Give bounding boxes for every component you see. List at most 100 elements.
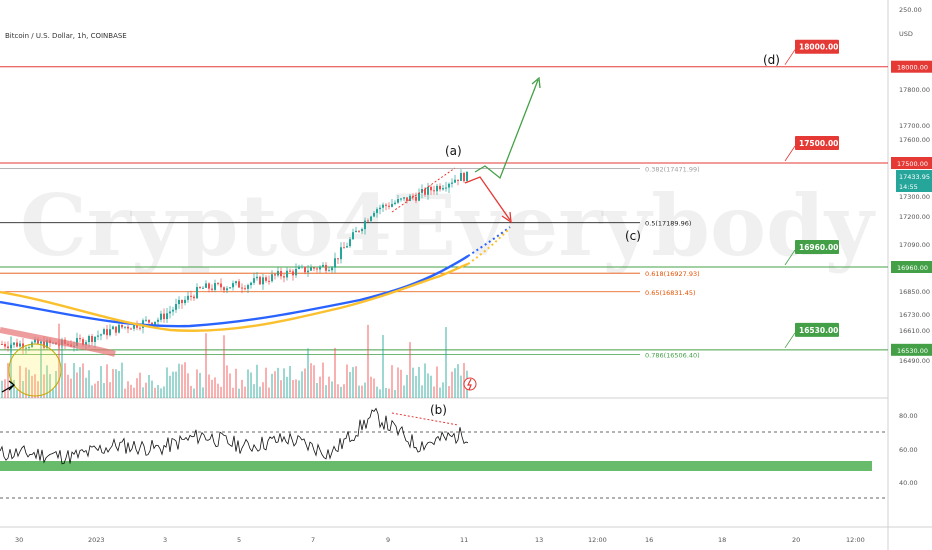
- volume-bar: [229, 373, 231, 398]
- volume-bar: [16, 389, 18, 398]
- candle-body: [214, 283, 216, 290]
- candle-body: [196, 287, 198, 299]
- candle-body: [175, 304, 177, 310]
- candle-body: [313, 267, 315, 269]
- level-callout-label: 18000.00: [799, 43, 838, 52]
- candle-body: [370, 216, 372, 221]
- candle-body: [325, 264, 327, 271]
- volume-bar: [19, 365, 21, 398]
- candle-body: [409, 195, 411, 201]
- candle-body: [82, 339, 84, 346]
- volume-bar: [442, 382, 444, 398]
- candle-body: [172, 309, 174, 312]
- volume-bar: [4, 379, 6, 398]
- volume-bar: [187, 373, 189, 398]
- candle-body: [415, 197, 417, 201]
- candle-body: [298, 267, 300, 269]
- volume-bar: [34, 374, 36, 398]
- candle-body: [391, 203, 393, 207]
- candle-body: [343, 247, 345, 249]
- volume-bar: [7, 363, 9, 398]
- candle-body: [436, 185, 438, 192]
- volume-bar: [67, 374, 69, 398]
- volume-bar: [457, 364, 459, 398]
- flash-icon[interactable]: [463, 377, 477, 391]
- candle-body: [232, 283, 234, 288]
- level-callout-box[interactable]: [795, 39, 839, 54]
- volume-bar: [226, 365, 228, 398]
- candle-body: [334, 258, 336, 268]
- volume-bar: [184, 362, 186, 398]
- bearish-arrowhead: [501, 211, 512, 224]
- candle-body: [76, 338, 78, 346]
- volume-bar: [304, 368, 306, 398]
- candle-body: [271, 274, 273, 282]
- candle-body: [277, 271, 279, 276]
- volume-bar: [298, 380, 300, 398]
- candle-body: [250, 282, 252, 286]
- volume-bar: [325, 385, 327, 398]
- wave-label-a: (a): [445, 144, 462, 158]
- volume-bar: [112, 369, 114, 398]
- candle-body: [118, 324, 120, 333]
- candle-body: [166, 313, 168, 320]
- volume-bar: [331, 381, 333, 398]
- rsi-axis-tick: 60.00: [899, 446, 918, 454]
- candle-body: [109, 329, 111, 336]
- volume-bar: [88, 370, 90, 398]
- divergence-line-rsi: [391, 412, 459, 426]
- candle-body: [169, 311, 171, 314]
- level-callout-label: 17500.00: [799, 139, 838, 148]
- candle-body: [364, 220, 366, 230]
- level-callout-box[interactable]: [795, 240, 839, 254]
- volume-bar: [406, 374, 408, 398]
- candle-body: [457, 179, 459, 181]
- volume-bar: [64, 363, 66, 398]
- candle-body: [379, 207, 381, 210]
- volume-bar: [274, 371, 276, 398]
- candle-body: [400, 198, 402, 200]
- rsi-axis-tick: 40.00: [899, 479, 918, 487]
- time-axis-tick: 2023: [88, 536, 105, 544]
- candle-body: [100, 334, 102, 336]
- candle-body: [199, 287, 201, 289]
- volume-bar: [199, 372, 201, 398]
- price-axis-tick: 16610.00: [899, 327, 930, 335]
- candle-body: [193, 296, 195, 299]
- volume-bar: [190, 385, 192, 398]
- level-callout-box[interactable]: [795, 322, 839, 337]
- candle-body: [88, 336, 90, 343]
- candle-body: [226, 288, 228, 291]
- candle-body: [127, 326, 129, 329]
- candle-body: [256, 276, 258, 279]
- symbol-title: Bitcoin / U.S. Dollar, 1h, COINBASE: [5, 32, 127, 40]
- candle-body: [283, 276, 285, 278]
- volume-bar: [247, 369, 249, 398]
- candle-body: [25, 347, 27, 349]
- volume-bar: [343, 384, 345, 398]
- volume-bar: [313, 365, 315, 398]
- volume-bar: [409, 342, 411, 398]
- candle-body: [367, 220, 369, 222]
- candle-body: [40, 341, 42, 344]
- candle-body: [460, 172, 462, 181]
- currency-label: USD: [899, 30, 913, 38]
- volume-bar: [430, 375, 432, 398]
- candle-body: [46, 340, 48, 349]
- volume-bar: [1, 380, 3, 398]
- level-callout-box[interactable]: [795, 136, 839, 150]
- candle-body: [13, 342, 15, 345]
- volume-bar: [451, 371, 453, 398]
- ma-red-line: [0, 327, 116, 357]
- candle-body: [274, 274, 276, 276]
- rsi-support-zone: [0, 461, 872, 471]
- candle-body: [346, 246, 348, 248]
- volume-bar: [133, 387, 135, 398]
- candle-body: [244, 288, 246, 290]
- candle-body: [376, 209, 378, 213]
- volume-bar: [334, 347, 336, 398]
- highlight-circle: [8, 343, 62, 397]
- axis-level-label: 16530.00: [897, 347, 928, 355]
